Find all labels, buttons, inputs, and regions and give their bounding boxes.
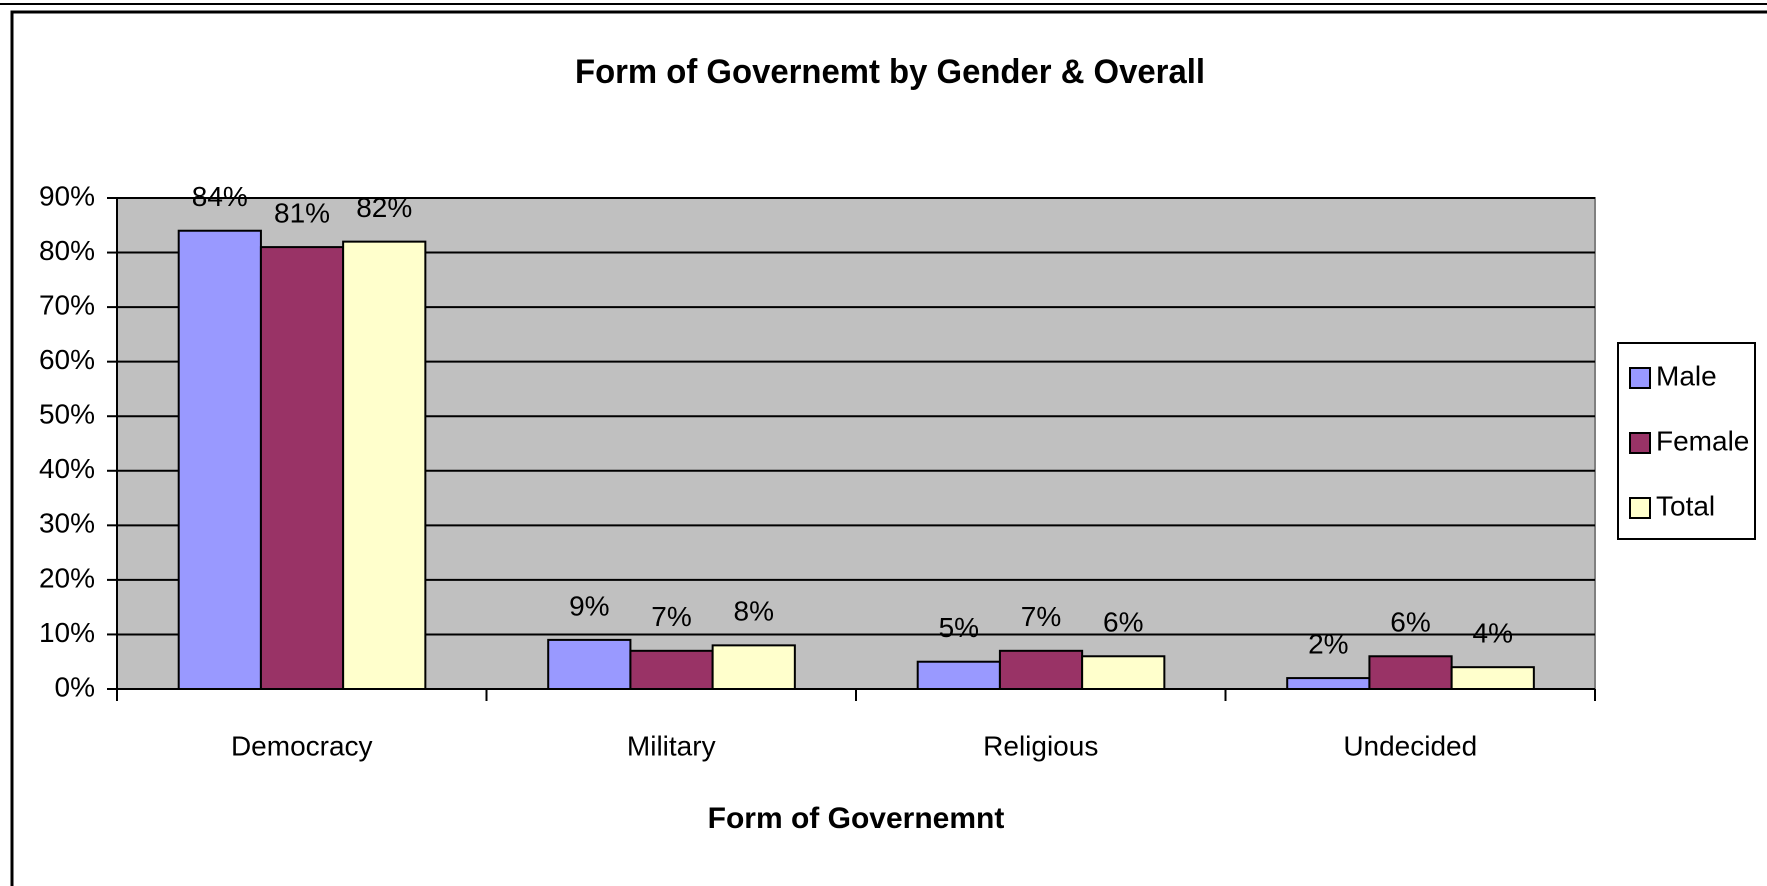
y-tick-label: 20%	[39, 562, 95, 593]
y-tick-label: 90%	[39, 180, 95, 211]
x-tick-label: Democracy	[231, 730, 373, 761]
bar	[1368, 655, 1453, 690]
value-label: 7%	[651, 601, 691, 632]
value-label: 2%	[1308, 628, 1348, 659]
value-label: 9%	[569, 590, 609, 621]
value-label: 6%	[1103, 607, 1143, 638]
bar	[998, 649, 1084, 690]
legend-label: Total	[1656, 490, 1715, 521]
bar	[1450, 666, 1535, 691]
x-tick-label: Military	[627, 730, 716, 761]
y-tick-label: 60%	[39, 344, 95, 375]
x-tick-label: Undecided	[1343, 730, 1477, 761]
value-label: 84%	[192, 181, 248, 212]
chart-title: Form of Governemt by Gender & Overall	[575, 53, 1205, 91]
value-label: 4%	[1473, 618, 1513, 649]
y-tick-label: 40%	[39, 453, 95, 484]
legend-swatch	[1629, 497, 1651, 519]
bar	[916, 660, 1001, 691]
bar	[259, 246, 345, 690]
value-label: 8%	[734, 596, 774, 627]
value-label: 82%	[356, 192, 412, 223]
y-tick-label: 10%	[39, 617, 95, 648]
legend-label: Male	[1656, 360, 1717, 391]
y-tick-label: 70%	[39, 290, 95, 321]
y-tick-label: 30%	[39, 508, 95, 539]
bar	[547, 638, 632, 691]
value-label: 81%	[274, 197, 330, 228]
y-tick-label: 50%	[39, 399, 95, 430]
legend-label: Female	[1656, 425, 1749, 456]
value-label: 6%	[1390, 607, 1430, 638]
legend-swatch	[1629, 432, 1651, 454]
bar	[177, 229, 262, 690]
y-tick-label: 80%	[39, 235, 95, 266]
value-label: 7%	[1021, 601, 1061, 632]
y-tick-label: 0%	[55, 671, 95, 702]
x-tick-label: Religious	[983, 730, 1098, 761]
bar	[342, 240, 427, 690]
bar	[629, 649, 714, 690]
legend-swatch	[1629, 367, 1651, 389]
bar	[1081, 655, 1166, 690]
bar	[1286, 677, 1371, 690]
x-axis-title: Form of Governemnt	[708, 802, 1005, 835]
value-label: 5%	[939, 612, 979, 643]
bar	[711, 644, 796, 690]
